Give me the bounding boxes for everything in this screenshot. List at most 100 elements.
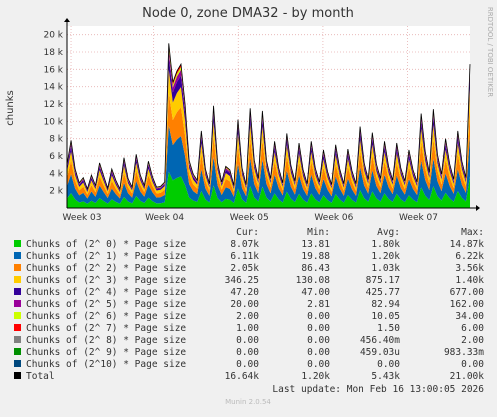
legend-row: Chunks of (2^ 8) * Page size 0.00 0.00 456.… — [14, 335, 484, 346]
legend-header-max: Max: — [461, 227, 484, 238]
x-axis-arrow — [476, 205, 480, 211]
legend-header-min: Min: — [307, 227, 330, 238]
y-tick-label: 6 k — [49, 152, 64, 162]
legend-cur: 16.64k — [225, 371, 260, 382]
legend-min: 0.00 — [307, 323, 330, 334]
legend-label: Chunks of (2^ 7) * Page size — [26, 323, 186, 334]
legend-row: Chunks of (2^ 6) * Page size 2.00 0.00 10.0… — [14, 311, 484, 322]
legend-swatch — [14, 240, 21, 247]
chart-title: Node 0, zone DMA32 - by month — [142, 6, 354, 21]
x-tick-labels: Week 03 Week 04 Week 05 Week 06 Week 07 — [63, 213, 438, 223]
legend-label: Chunks of (2^ 2) * Page size — [26, 263, 186, 274]
legend-max: 1.40k — [455, 275, 484, 286]
legend-avg: 459.03u — [360, 347, 400, 358]
legend-max: 6.00 — [461, 323, 484, 334]
legend-label: Chunks of (2^ 1) * Page size — [26, 251, 186, 262]
legend-label: Chunks of (2^ 8) * Page size — [26, 335, 186, 346]
x-tick-label: Week 03 — [63, 213, 102, 223]
y-axis-arrow — [64, 18, 70, 22]
legend-swatch — [14, 336, 21, 343]
legend-cur: 0.00 — [236, 335, 259, 346]
legend-max: 6.22k — [455, 251, 484, 262]
legend-cur: 2.05k — [230, 263, 259, 274]
legend-label: Chunks of (2^ 0) * Page size — [26, 239, 186, 250]
last-update: Last update: Mon Feb 16 13:00:05 2026 — [272, 384, 484, 395]
legend-min: 47.00 — [301, 287, 330, 298]
legend-max: 34.00 — [455, 311, 484, 322]
legend-label: Chunks of (2^ 4) * Page size — [26, 287, 186, 298]
legend-label: Chunks of (2^ 9) * Page size — [26, 347, 186, 358]
legend-max: 21.00k — [450, 371, 485, 382]
legend-avg: 425.77 — [366, 287, 400, 298]
legend-swatch — [14, 252, 21, 259]
y-tick-label: 20 k — [43, 31, 63, 41]
x-tick-label: Week 07 — [399, 213, 438, 223]
area-series-1 — [67, 125, 470, 204]
legend-avg: 5.43k — [371, 371, 400, 382]
legend-cur: 346.25 — [225, 275, 259, 286]
legend-avg: 1.80k — [371, 239, 400, 250]
legend-label: Chunks of (2^ 3) * Page size — [26, 275, 186, 286]
legend-header-avg: Avg: — [377, 227, 400, 238]
area-series-0 — [67, 171, 470, 208]
legend: Chunks of (2^ 0) * Page size 8.07k 13.81 1.… — [14, 239, 484, 382]
legend-max: 2.00 — [461, 335, 484, 346]
legend-row: Chunks of (2^ 4) * Page size 47.20 47.00 42… — [14, 287, 484, 298]
legend-avg: 456.40m — [360, 335, 400, 346]
y-tick-label: 16 k — [43, 65, 63, 75]
legend-swatch — [14, 324, 21, 331]
legend-avg: 10.05 — [371, 311, 400, 322]
legend-label: Total — [26, 371, 55, 382]
legend-max: 983.33m — [444, 347, 484, 358]
legend-row: Chunks of (2^ 7) * Page size 1.00 0.00 1.50… — [14, 323, 484, 334]
area-series-2 — [67, 92, 470, 199]
axes — [64, 18, 480, 211]
legend-avg: 0.00 — [377, 359, 400, 370]
legend-max: 0.00 — [461, 359, 484, 370]
legend-min: 0.00 — [307, 347, 330, 358]
legend-avg: 1.50 — [377, 323, 400, 334]
legend-avg: 1.20k — [371, 251, 400, 262]
legend-row: Total 16.64k 1.20k 5.43k 21.00k — [14, 371, 484, 382]
legend-max: 677.00 — [450, 287, 485, 298]
total-line — [66, 43, 471, 191]
y-tick-labels: 2 k 4 k 6 k 8 k 10 k 12 k 14 k 16 k 18 k 20 k — [43, 31, 63, 197]
legend-avg: 875.17 — [366, 275, 400, 286]
y-axis-label: chunks — [5, 90, 16, 126]
legend-min: 130.08 — [296, 275, 331, 286]
legend-min: 86.43 — [301, 263, 330, 274]
legend-cur: 0.00 — [236, 359, 259, 370]
legend-cur: 2.00 — [236, 311, 259, 322]
legend-max: 3.56k — [455, 263, 484, 274]
legend-swatch — [14, 300, 21, 307]
legend-cur: 0.00 — [236, 347, 259, 358]
legend-min: 19.88 — [301, 251, 330, 262]
stacked-areas — [66, 43, 471, 208]
legend-max: 162.00 — [450, 299, 485, 310]
legend-min: 13.81 — [301, 239, 330, 250]
legend-row: Chunks of (2^ 0) * Page size 8.07k 13.81 1.… — [14, 239, 484, 250]
legend-cur: 1.00 — [236, 323, 259, 334]
legend-swatch — [14, 264, 21, 271]
legend-cur: 8.07k — [230, 239, 259, 250]
munin-version: Munin 2.0.54 — [225, 398, 271, 406]
legend-max: 14.87k — [450, 239, 485, 250]
y-tick-label: 12 k — [43, 100, 63, 110]
x-tick-label: Week 04 — [145, 213, 184, 223]
legend-avg: 1.03k — [371, 263, 400, 274]
y-tick-label: 10 k — [43, 117, 63, 127]
legend-label: Chunks of (2^10) * Page size — [26, 359, 186, 370]
legend-cur: 6.11k — [230, 251, 259, 262]
legend-cur: 47.20 — [230, 287, 259, 298]
legend-row: Chunks of (2^ 2) * Page size 2.05k 86.43 1.… — [14, 263, 484, 274]
legend-swatch — [14, 360, 21, 367]
legend-header-cur: Cur: — [236, 227, 259, 238]
legend-min: 0.00 — [307, 311, 330, 322]
y-tick-label: 8 k — [49, 135, 64, 145]
area-series-3 — [67, 69, 470, 195]
legend-min: 0.00 — [307, 359, 330, 370]
y-tick-label: 4 k — [49, 169, 64, 179]
rrdtool-watermark: RRDTOOL / TOBI OETIKER — [486, 7, 494, 97]
legend-swatch — [14, 372, 21, 379]
